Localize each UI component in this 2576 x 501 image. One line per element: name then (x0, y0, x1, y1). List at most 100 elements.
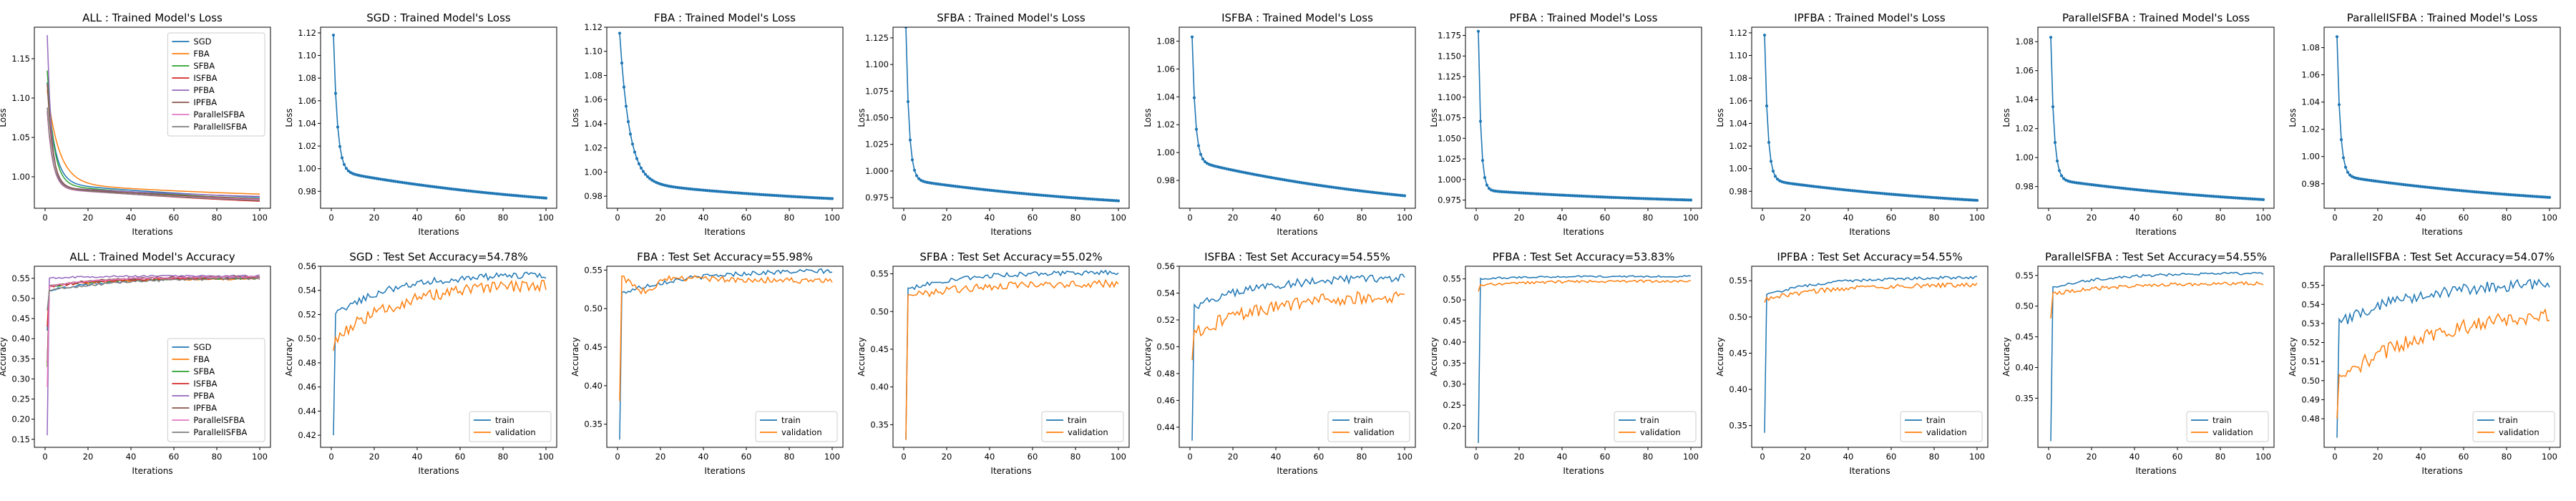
y-tick-label: 0.50 (870, 306, 889, 316)
data-point (1549, 193, 1553, 196)
data-point (2341, 156, 2346, 160)
data-point (1906, 194, 1911, 198)
y-tick-label: 1.08 (1729, 73, 1747, 83)
data-point (2180, 192, 2184, 195)
data-point (527, 195, 531, 198)
data-point (1508, 190, 1513, 194)
data-point (1926, 195, 1930, 199)
series-line-train (905, 269, 1119, 440)
data-point (1962, 198, 1966, 201)
x-tick-label: 0 (615, 452, 620, 462)
data-point (1769, 160, 1773, 163)
data-point (1203, 160, 1207, 164)
data-point (1930, 195, 1934, 199)
data-point (2182, 192, 2186, 196)
data-point (2517, 193, 2522, 198)
y-tick-label: 1.175 (1438, 31, 1461, 41)
data-point (2049, 36, 2053, 39)
legend-entry: train (1926, 415, 1946, 425)
x-tick-label: 20 (1800, 213, 1811, 223)
y-axis-label: Loss (570, 108, 580, 127)
y-tick-label: 0.46 (1156, 395, 1175, 405)
data-point (1116, 199, 1121, 203)
y-tick-label: 0.46 (298, 382, 316, 392)
data-point (917, 177, 921, 180)
x-axis-label: Iterations (2421, 227, 2462, 237)
y-tick-label: 1.00 (584, 167, 602, 177)
data-point (346, 169, 351, 172)
x-tick-label: 40 (2129, 213, 2140, 223)
data-point (520, 194, 525, 198)
x-tick-label: 0 (1473, 452, 1478, 462)
data-point (648, 177, 652, 180)
data-point (2235, 196, 2240, 200)
y-tick-label: 0.98 (1729, 186, 1747, 196)
series-group (47, 34, 260, 202)
data-point (1088, 197, 1093, 201)
x-tick-label: 100 (2542, 213, 2557, 223)
series-line-train (1191, 273, 1405, 441)
x-tick-label: 40 (1271, 452, 1282, 462)
y-tick-label: 1.08 (2301, 43, 2320, 53)
data-point (1878, 191, 1883, 195)
data-point (1556, 193, 1560, 197)
data-point (331, 33, 336, 37)
y-tick-label: 0.98 (584, 191, 602, 201)
x-tick-label: 20 (369, 452, 380, 462)
data-point (2055, 159, 2059, 163)
legend-entry: validation (2499, 427, 2540, 437)
data-point (1108, 198, 1112, 202)
legend: train validation (2186, 411, 2269, 442)
data-point (2534, 195, 2539, 198)
plot-frame (1465, 266, 1702, 448)
data-point (1067, 195, 1071, 199)
data-point (2195, 193, 2199, 197)
y-tick-label: 1.12 (584, 22, 602, 32)
data-point (2492, 192, 2496, 195)
y-axis-label: Accuracy (284, 337, 294, 376)
x-tick-label: 80 (2215, 213, 2226, 223)
data-point (757, 193, 761, 196)
data-point (1112, 199, 1116, 203)
series-group (2049, 36, 2265, 201)
data-point (2485, 191, 2489, 195)
data-point (1975, 198, 1979, 203)
data-point (1616, 195, 1620, 200)
data-point (2199, 193, 2203, 198)
data-point (1080, 197, 1084, 200)
y-tick-label: 0.52 (298, 309, 316, 319)
data-point (746, 192, 751, 195)
legend-entry: train (1354, 415, 1373, 425)
data-point (1917, 195, 1921, 198)
data-point (781, 194, 785, 198)
y-tick-label: 1.02 (584, 143, 602, 153)
y-tick-label: 0.25 (1443, 400, 1461, 410)
x-tick-label: 0 (328, 452, 333, 462)
data-point (1911, 194, 1915, 198)
data-point (1680, 198, 1684, 202)
y-tick-label: 0.30 (1443, 379, 1461, 389)
data-point (333, 92, 338, 95)
data-point (2246, 197, 2250, 200)
y-tick-label: 0.35 (1443, 358, 1461, 368)
x-tick-label: 100 (538, 452, 554, 462)
data-point (1073, 196, 1078, 200)
data-point (1478, 120, 1483, 123)
data-point (1037, 193, 1041, 197)
y-axis-label: Loss (1143, 108, 1153, 127)
chart-panel-18: ParallelISFBA : Test Set Accuracy=54.07%… (2288, 250, 2561, 476)
chart-panel-1: ALL : Trained Model's Loss Iterations Loss… (0, 11, 271, 237)
data-point (1483, 175, 1487, 180)
data-point (759, 193, 763, 196)
x-axis-label: Iterations (704, 227, 745, 237)
data-point (766, 193, 770, 197)
y-tick-label: 1.10 (1729, 51, 1747, 61)
y-tick-label: 1.025 (1438, 154, 1461, 164)
x-axis-label: Iterations (2135, 227, 2176, 237)
data-point (641, 170, 645, 173)
x-axis-label: Iterations (1277, 466, 1317, 476)
y-tick-label: 0.975 (1438, 195, 1461, 205)
legend-entry: SFBA (193, 366, 215, 376)
y-tick-label: 1.12 (298, 28, 316, 38)
chart-panel-4: SFBA : Trained Model's Loss Iterations Los… (857, 11, 1130, 237)
